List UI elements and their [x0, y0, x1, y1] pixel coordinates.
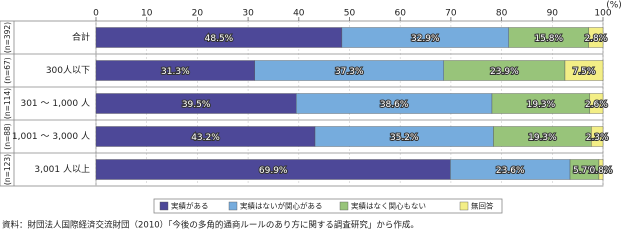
- sample-size: (n=67): [3, 57, 12, 84]
- sample-size: (n=88): [3, 123, 12, 150]
- sample-size: (n=123): [3, 154, 12, 185]
- category-label: 300人以下: [46, 65, 90, 76]
- value-label: 2.8%: [584, 34, 607, 44]
- value-label: 5.7%: [573, 166, 596, 176]
- value-label: 69.9%: [259, 166, 288, 176]
- x-tick-label: 40: [293, 9, 305, 19]
- value-label: 2.3%: [586, 133, 609, 143]
- bar-segment: [588, 27, 604, 48]
- value-label: 23.6%: [496, 166, 525, 176]
- category-label: 1,001 ～ 3,000 人: [12, 131, 90, 142]
- legend-swatch: [459, 201, 469, 211]
- legend-box: [153, 198, 503, 214]
- category-label: 3,001 人以上: [34, 164, 90, 175]
- x-tick-label: 0: [93, 9, 99, 19]
- bar-segment: [589, 93, 604, 114]
- legend-swatch: [339, 201, 349, 211]
- x-tick-label: 70: [445, 9, 457, 19]
- bar-segment: [564, 60, 604, 81]
- category-label: 合計: [72, 31, 90, 43]
- value-label: 15.8%: [534, 34, 563, 44]
- bar-segment: [591, 126, 604, 147]
- legend-label: 実績はなく関心もない: [351, 201, 426, 211]
- axis-unit: (%): [606, 1, 622, 11]
- bar-segment: [598, 159, 604, 180]
- value-label: 38.6%: [380, 100, 409, 110]
- x-tick-label: 90: [547, 9, 559, 19]
- legend-label: 実績がある: [171, 201, 209, 211]
- value-label: 2.6%: [585, 100, 608, 110]
- x-tick-label: 80: [496, 9, 508, 19]
- value-label: 35.2%: [390, 133, 419, 143]
- category-label: 301 ～ 1,000 人: [20, 98, 90, 109]
- legend-label: 無回答: [471, 201, 494, 211]
- x-tick-label: 60: [394, 9, 406, 19]
- value-label: 48.5%: [205, 34, 234, 44]
- x-tick-label: 100: [594, 9, 611, 19]
- x-tick-label: 20: [192, 9, 204, 19]
- legend-label: 実績はないが関心がある: [240, 201, 323, 211]
- x-tick-label: 50: [344, 9, 356, 19]
- legend-swatch: [159, 201, 169, 211]
- value-label: 39.5%: [182, 100, 211, 110]
- sample-size: (n=392): [3, 22, 12, 53]
- value-label: 19.3%: [528, 133, 557, 143]
- x-tick-label: 30: [242, 9, 254, 19]
- value-label: 7.5%: [573, 67, 596, 77]
- legend-swatch: [228, 201, 238, 211]
- value-label: 31.3%: [161, 67, 190, 77]
- value-label: 19.3%: [527, 100, 556, 110]
- x-tick-label: 10: [141, 9, 153, 19]
- source-note: 資料：財団法人国際経済交流財団（2010）「今後の多角的通商ルールのあり方に関す…: [2, 220, 419, 231]
- sample-size: (n=114): [3, 88, 12, 119]
- value-label: 23.9%: [490, 67, 519, 77]
- value-label: 32.9%: [411, 34, 440, 44]
- value-label: 0.8%: [590, 166, 613, 176]
- chart: (%) 資料：財団法人国際経済交流財団（2010）「今後の多角的通商ルールのあり…: [0, 1, 622, 231]
- value-label: 37.3%: [335, 67, 364, 77]
- value-label: 43.2%: [191, 133, 220, 143]
